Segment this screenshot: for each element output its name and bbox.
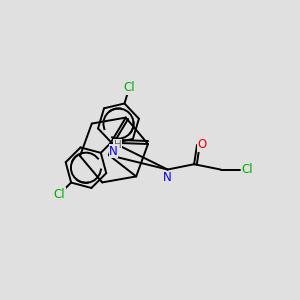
Text: H: H xyxy=(114,140,122,150)
Text: N: N xyxy=(109,145,118,158)
Text: Cl: Cl xyxy=(123,81,135,94)
Text: Cl: Cl xyxy=(54,188,65,201)
Text: O: O xyxy=(198,138,207,152)
Text: Cl: Cl xyxy=(242,163,254,176)
Text: N: N xyxy=(163,171,172,184)
